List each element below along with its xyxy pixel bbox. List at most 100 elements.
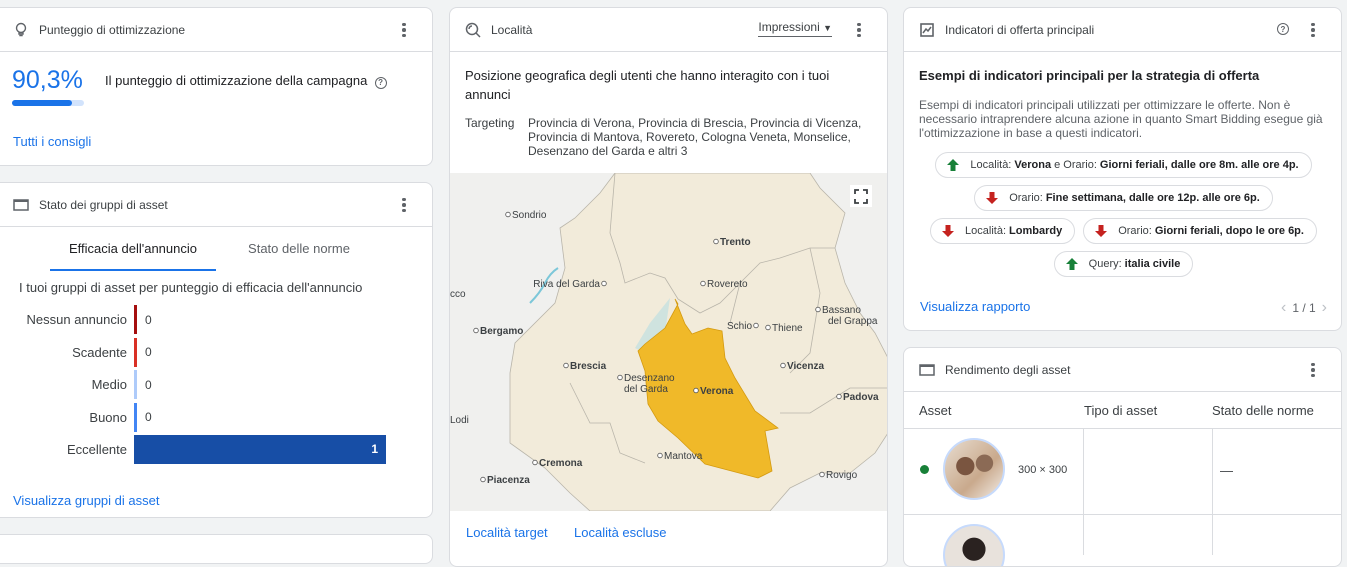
lightbulb-icon (13, 22, 29, 38)
bar-row: Nessun annuncio 0 (1, 305, 421, 334)
view-report-link[interactable]: Visualizza rapporto (920, 299, 1031, 314)
more-options-icon[interactable] (1305, 20, 1321, 40)
bar-row: Medio 0 (1, 370, 421, 399)
bid-signals-card: Indicatori di offerta principali ? Esemp… (903, 7, 1342, 331)
signals-heading: Esempi di indicatori principali per la s… (919, 68, 1260, 83)
next-card (0, 534, 433, 564)
city-marker (617, 374, 623, 381)
more-options-icon[interactable] (396, 195, 412, 215)
city-marker (657, 452, 663, 459)
arrow-down-icon (985, 192, 999, 204)
city-marker (700, 280, 706, 287)
signal-key: Orario: (1009, 192, 1043, 204)
bar-label: Buono (89, 409, 127, 425)
map-label-riva: Riva del Garda (533, 279, 600, 290)
map-label-bergamo: Bergamo (480, 326, 523, 337)
window-icon (919, 362, 935, 378)
city-marker (753, 322, 759, 329)
bar-label: Nessun annuncio (26, 312, 127, 327)
map-label-rovereto: Rovereto (707, 279, 748, 290)
bar-value: 1 (371, 442, 378, 456)
city-marker (563, 362, 569, 369)
tab-policy-status[interactable]: Stato delle norme (248, 241, 350, 256)
map-label-sondrio: Sondrio (512, 210, 547, 221)
map-label-schio: Schio (727, 321, 752, 332)
signal-key: Località: (970, 159, 1012, 171)
signal-chip[interactable]: Orario: Fine settimana, dalle ore 12p. al… (974, 185, 1273, 211)
column-header-asset-type[interactable]: Tipo di asset (1084, 403, 1158, 418)
column-header-asset[interactable]: Asset (919, 403, 952, 418)
more-options-icon[interactable] (1305, 360, 1321, 380)
asset-groups-card: Stato dei gruppi di asset Efficacia dell… (0, 182, 433, 518)
metric-dropdown[interactable]: Impressioni ▼ (758, 20, 832, 37)
bar-value: 0 (145, 410, 152, 424)
location-search-icon (465, 22, 481, 38)
more-options-icon[interactable] (396, 20, 412, 40)
location-card: Località Impressioni ▼ Posizione geograf… (449, 7, 888, 567)
city-marker (601, 280, 607, 287)
map-label-desenzano1: Desenzano (624, 373, 675, 384)
signal-chip[interactable]: Località: Verona e Orario: Giorni feriali,… (935, 152, 1312, 178)
map-label-bassano2: del Grappa (828, 316, 878, 327)
chart-subtitle: I tuoi gruppi di asset per punteggio di … (19, 280, 363, 295)
bar-label: Scadente (72, 344, 127, 360)
city-marker (713, 238, 719, 245)
table-row[interactable] (904, 515, 1341, 566)
map-label-trento: Trento (720, 237, 751, 248)
signal-key: e Orario: (1051, 159, 1097, 171)
signal-key: Località: (965, 225, 1007, 237)
city-marker (836, 393, 842, 400)
table-row[interactable]: 300 × 300 — (904, 429, 1341, 515)
all-recommendations-link[interactable]: Tutti i consigli (13, 134, 92, 149)
arrow-up-icon (1065, 258, 1079, 270)
optimization-score: 90,3% (12, 66, 83, 94)
signal-value: Verona (1014, 159, 1052, 171)
chevron-right-icon[interactable]: › (1321, 299, 1327, 316)
map-label-thiene: Thiene (772, 323, 803, 334)
bar-value: 0 (145, 377, 152, 392)
signal-value: Giorni feriali, dalle ore 8m. alle ore 4… (1099, 159, 1299, 171)
column-header-policy-status[interactable]: Stato delle norme (1212, 403, 1314, 418)
bar (134, 402, 137, 432)
bar-label: Medio (91, 377, 127, 392)
location-map[interactable]: Sondrio Trento Riva del Garda Rovereto cco Ba… (450, 173, 887, 511)
page-indicator: 1 / 1 (1292, 301, 1316, 315)
window-icon (13, 197, 29, 213)
signals-description: Esempi di indicatori principali utilizza… (919, 98, 1323, 140)
city-marker (693, 387, 699, 394)
city-marker (480, 476, 486, 483)
map-label-mantova: Mantova (664, 451, 703, 462)
signal-chip[interactable]: Orario: Giorni feriali, dopo le ore 6p. (1083, 218, 1317, 244)
signal-chips: Località: Verona e Orario: Giorni feriali,… (904, 152, 1341, 284)
bar: 1 (134, 435, 386, 464)
chevron-left-icon[interactable]: ‹ (1280, 299, 1287, 316)
bar (134, 305, 137, 334)
asset-thumbnail (943, 438, 1005, 500)
map-label-padova: Padova (843, 392, 879, 403)
ad-strength-bar-chart: Nessun annuncio 0 Scadente 0 Medio 0 Buono 0 Ecc… (1, 305, 421, 468)
signal-chip[interactable]: Località: Lombardy (930, 218, 1076, 244)
targeting-value: Provincia di Verona, Provincia di Bresci… (528, 116, 862, 158)
signal-value: Fine settimana, dalle ore 12p. alle ore … (1045, 192, 1260, 204)
help-icon[interactable]: ? (374, 76, 387, 89)
map-label-desenzano2: del Garda (624, 384, 668, 395)
excluded-locations-link[interactable]: Località escluse (574, 525, 667, 540)
card-title: Indicatori di offerta principali (945, 22, 1095, 37)
status-dot (920, 465, 929, 474)
verona-province (637, 298, 779, 479)
city-marker (780, 362, 786, 369)
target-locations-link[interactable]: Località target (466, 525, 548, 540)
fullscreen-icon (854, 189, 868, 204)
view-asset-groups-link[interactable]: Visualizza gruppi di asset (13, 493, 160, 508)
map-label-brescia: Brescia (570, 361, 607, 372)
bar-value: 0 (145, 345, 152, 359)
bar (134, 370, 137, 399)
help-icon[interactable]: ? (1277, 23, 1289, 35)
more-options-icon[interactable] (851, 20, 867, 40)
signal-chip[interactable]: Query: italia civile (1053, 251, 1194, 277)
map-label-verona: Verona (700, 386, 734, 397)
signal-value: italia civile (1124, 258, 1181, 270)
asset-performance-card: Rendimento degli asset Asset Tipo di ass… (903, 347, 1342, 567)
bar-row: Buono 0 (1, 402, 421, 432)
tab-ad-strength[interactable]: Efficacia dell'annuncio (50, 228, 216, 271)
